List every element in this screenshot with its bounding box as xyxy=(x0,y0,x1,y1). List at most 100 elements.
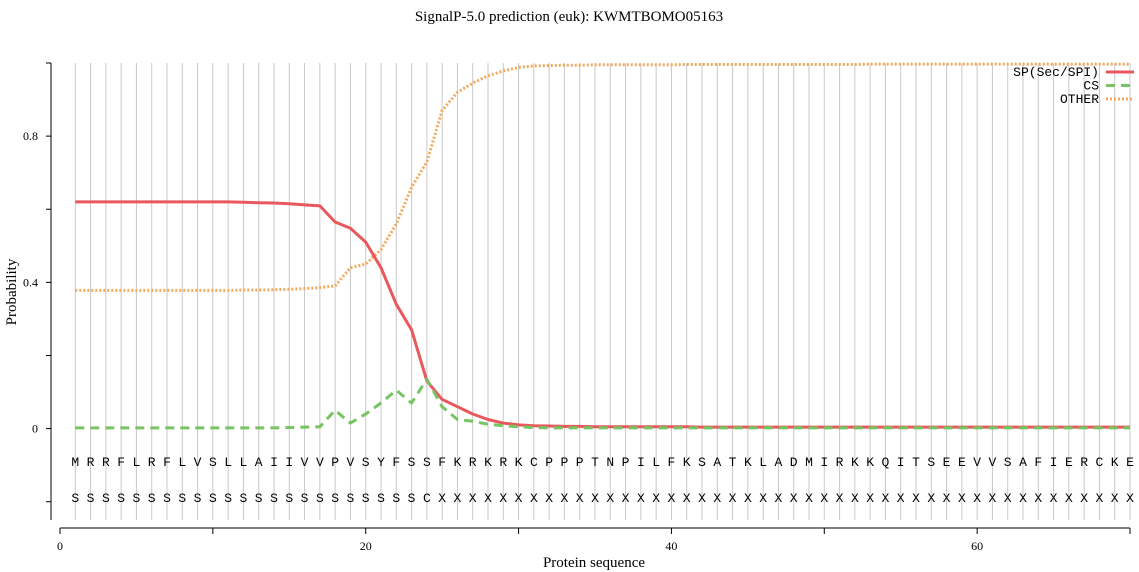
residue-letter: I xyxy=(820,455,828,470)
legend-label: SP(Sec/SPI) xyxy=(1013,65,1099,80)
residue-letter: S xyxy=(209,455,217,470)
y-tick-label: 0.8 xyxy=(23,129,38,143)
residue-label: X xyxy=(438,491,446,506)
residue-letter: T xyxy=(591,455,599,470)
x-tick-label: 20 xyxy=(360,539,372,553)
residue-letter: R xyxy=(1080,455,1088,470)
x-tick-label: 0 xyxy=(57,539,63,553)
residue-label: X xyxy=(668,491,676,506)
residue-label: X xyxy=(820,491,828,506)
residue-letter: P xyxy=(576,455,584,470)
residue-letter: E xyxy=(958,455,966,470)
residue-label: X xyxy=(1065,491,1073,506)
residue-letter: P xyxy=(545,455,553,470)
residue-label: X xyxy=(958,491,966,506)
residue-label: X xyxy=(698,491,706,506)
residue-letter: R xyxy=(836,455,844,470)
residue-letter: R xyxy=(499,455,507,470)
residue-label: S xyxy=(133,491,141,506)
residue-letter: V xyxy=(973,455,981,470)
residue-label: X xyxy=(713,491,721,506)
y-axis-label: Probability xyxy=(4,258,20,325)
residue-label: S xyxy=(87,491,95,506)
residue-label: X xyxy=(1050,491,1058,506)
residue-letter: F xyxy=(438,455,446,470)
residue-letter: M xyxy=(805,455,813,470)
residue-letter: L xyxy=(224,455,232,470)
x-axis-label: Protein sequence xyxy=(543,555,645,571)
residue-label: S xyxy=(224,491,232,506)
residue-letter: C xyxy=(1096,455,1104,470)
residue-label: S xyxy=(194,491,202,506)
residue-label: X xyxy=(469,491,477,506)
residue-letter: A xyxy=(255,455,263,470)
residue-letter: I xyxy=(637,455,645,470)
residue-label: X xyxy=(744,491,752,506)
residue-letter: F xyxy=(668,455,676,470)
residue-letter: K xyxy=(484,455,492,470)
residue-label: X xyxy=(499,491,507,506)
residue-letter: L xyxy=(759,455,767,470)
residue-letter: S xyxy=(362,455,370,470)
residue-letter: P xyxy=(561,455,569,470)
residue-letter: R xyxy=(148,455,156,470)
y-tick-label: 0 xyxy=(32,422,38,436)
residue-label: S xyxy=(316,491,324,506)
residue-letter: E xyxy=(1126,455,1134,470)
residue-label: X xyxy=(973,491,981,506)
series-line-other xyxy=(75,62,1130,292)
residue-letter: C xyxy=(530,455,538,470)
residue-letter: A xyxy=(775,455,783,470)
residue-letter: Y xyxy=(377,455,385,470)
residue-letter: D xyxy=(790,455,798,470)
residue-letter: K xyxy=(515,455,523,470)
residue-label: X xyxy=(1034,491,1042,506)
residue-letter: I xyxy=(897,455,905,470)
residue-letter: L xyxy=(133,455,141,470)
residue-letter: A xyxy=(713,455,721,470)
residue-label: X xyxy=(882,491,890,506)
residue-label: S xyxy=(163,491,171,506)
residue-letter: K xyxy=(454,455,462,470)
chart-title: SignalP-5.0 prediction (euk): KWMTBOMO05… xyxy=(415,9,723,25)
residue-label: S xyxy=(377,491,385,506)
residue-label: X xyxy=(576,491,584,506)
x-axis: 0 20 40 60 xyxy=(57,527,1131,553)
residue-letter: F xyxy=(163,455,171,470)
residue-label: S xyxy=(301,491,309,506)
residue-letter: V xyxy=(989,455,997,470)
x-tick-label: 60 xyxy=(971,539,983,553)
residue-label: X xyxy=(683,491,691,506)
residue-letter: I xyxy=(1050,455,1058,470)
residue-label: S xyxy=(148,491,156,506)
legend-label: OTHER xyxy=(1060,92,1099,107)
residue-label: S xyxy=(117,491,125,506)
residue-label: X xyxy=(897,491,905,506)
residue-label: X xyxy=(1004,491,1012,506)
residue-label: X xyxy=(515,491,523,506)
residue-label: X xyxy=(1080,491,1088,506)
residue-label: X xyxy=(1019,491,1027,506)
residue-label: S xyxy=(178,491,186,506)
residue-label: X xyxy=(530,491,538,506)
y-axis: 0 0.4 0.8 xyxy=(23,62,52,520)
series-line-cs xyxy=(75,377,1130,430)
x-tick-label: 40 xyxy=(665,539,677,553)
residue-letter: T xyxy=(729,455,737,470)
residue-label: S xyxy=(285,491,293,506)
residue-letter: S xyxy=(1004,455,1012,470)
residue-letter: P xyxy=(622,455,630,470)
residue-label: S xyxy=(102,491,110,506)
residue-label: S xyxy=(408,491,416,506)
residue-label: X xyxy=(1111,491,1119,506)
residue-label: X xyxy=(790,491,798,506)
residue-letter: R xyxy=(469,455,477,470)
residue-letter: Q xyxy=(882,455,890,470)
residue-letter: K xyxy=(851,455,859,470)
residue-label: S xyxy=(209,491,217,506)
residue-gridlines xyxy=(74,63,1131,520)
residue-letter: V xyxy=(301,455,309,470)
